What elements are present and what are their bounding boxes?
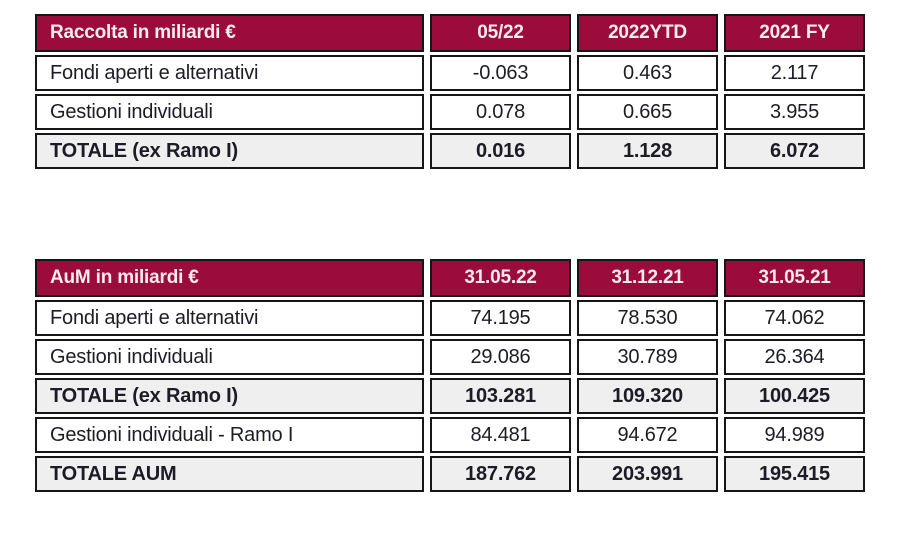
cell-value: 26.364: [724, 339, 865, 375]
cell-value: 3.955: [724, 94, 865, 130]
cell-value: 94.989: [724, 417, 865, 453]
aum-table-container: AuM in miliardi €31.05.22 31.12.21 31.05.2…: [29, 256, 871, 495]
table-header-row: Raccolta in miliardi €05/22 2022YTD 2021 F…: [35, 14, 865, 52]
cell-value: 187.762: [430, 456, 571, 492]
raccolta-table: Raccolta in miliardi €05/22 2022YTD 2021 F…: [29, 11, 871, 172]
cell-value: 0.016: [430, 133, 571, 169]
total-row: TOTALE AUM 187.762 203.991 195.415: [35, 456, 865, 492]
column-header: 31.05.22: [430, 259, 571, 297]
row-label: TOTALE (ex Ramo I): [35, 378, 424, 414]
table-header-row: AuM in miliardi €31.05.22 31.12.21 31.05.2…: [35, 259, 865, 297]
total-row: TOTALE (ex Ramo I) 103.281 109.320 100.425: [35, 378, 865, 414]
table-row: Fondi aperti e alternativi -0.063 0.463 2.1…: [35, 55, 865, 91]
aum-table: AuM in miliardi €31.05.22 31.12.21 31.05.2…: [29, 256, 871, 495]
total-row: TOTALE (ex Ramo I) 0.016 1.128 6.072: [35, 133, 865, 169]
column-header: 31.05.21: [724, 259, 865, 297]
column-header: 2022YTD: [577, 14, 718, 52]
row-label: TOTALE AUM: [35, 456, 424, 492]
column-header: 05/22: [430, 14, 571, 52]
column-header: 31.12.21: [577, 259, 718, 297]
raccolta-table-container: Raccolta in miliardi €05/22 2022YTD 2021 F…: [29, 11, 871, 172]
cell-value: 74.062: [724, 300, 865, 336]
table-title: AuM in miliardi €: [35, 259, 424, 297]
row-label: Gestioni individuali: [35, 94, 424, 130]
cell-value: 30.789: [577, 339, 718, 375]
cell-value: 1.128: [577, 133, 718, 169]
cell-value: 203.991: [577, 456, 718, 492]
row-label: Gestioni individuali - Ramo I: [35, 417, 424, 453]
cell-value: 84.481: [430, 417, 571, 453]
table-row: Gestioni individuali - Ramo I 84.481 94.67…: [35, 417, 865, 453]
cell-value: 6.072: [724, 133, 865, 169]
cell-value: 103.281: [430, 378, 571, 414]
row-label: Gestioni individuali: [35, 339, 424, 375]
cell-value: 0.078: [430, 94, 571, 130]
column-header: 2021 FY: [724, 14, 865, 52]
cell-value: 0.463: [577, 55, 718, 91]
cell-value: 100.425: [724, 378, 865, 414]
row-label: Fondi aperti e alternativi: [35, 55, 424, 91]
cell-value: 29.086: [430, 339, 571, 375]
table-title: Raccolta in miliardi €: [35, 14, 424, 52]
cell-value: 109.320: [577, 378, 718, 414]
row-label: TOTALE (ex Ramo I): [35, 133, 424, 169]
cell-value: 195.415: [724, 456, 865, 492]
cell-value: 74.195: [430, 300, 571, 336]
table-row: Gestioni individuali 0.078 0.665 3.955: [35, 94, 865, 130]
table-row: Fondi aperti e alternativi 74.195 78.530 74…: [35, 300, 865, 336]
cell-value: 0.665: [577, 94, 718, 130]
cell-value: 2.117: [724, 55, 865, 91]
cell-value: 78.530: [577, 300, 718, 336]
cell-value: 94.672: [577, 417, 718, 453]
cell-value: -0.063: [430, 55, 571, 91]
row-label: Fondi aperti e alternativi: [35, 300, 424, 336]
table-row: Gestioni individuali 29.086 30.789 26.364: [35, 339, 865, 375]
